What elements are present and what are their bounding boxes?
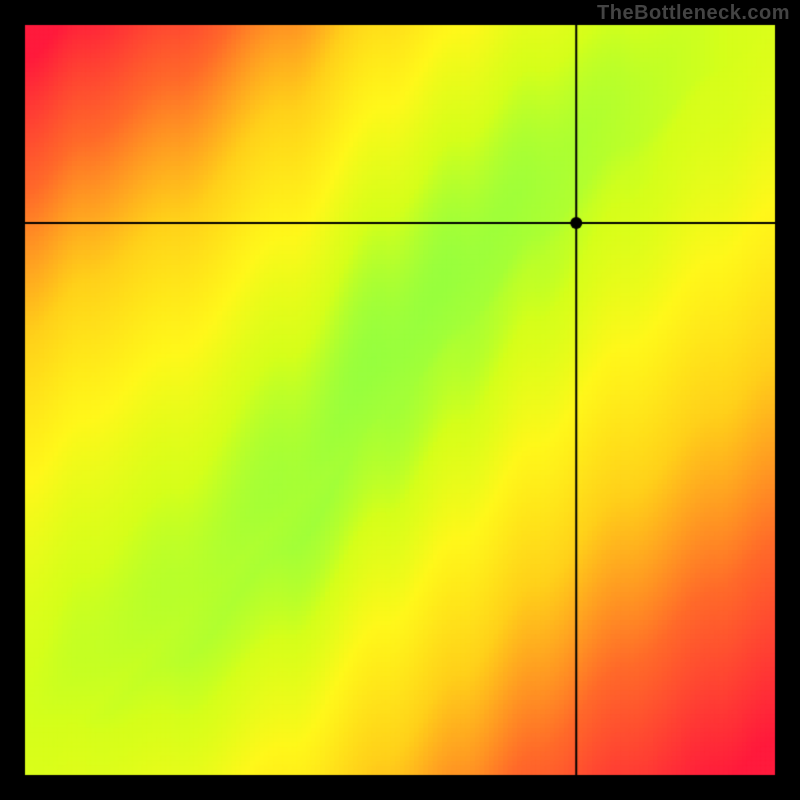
chart-container: TheBottleneck.com (0, 0, 800, 800)
bottleneck-heatmap (0, 0, 800, 800)
watermark-text: TheBottleneck.com (597, 2, 790, 25)
